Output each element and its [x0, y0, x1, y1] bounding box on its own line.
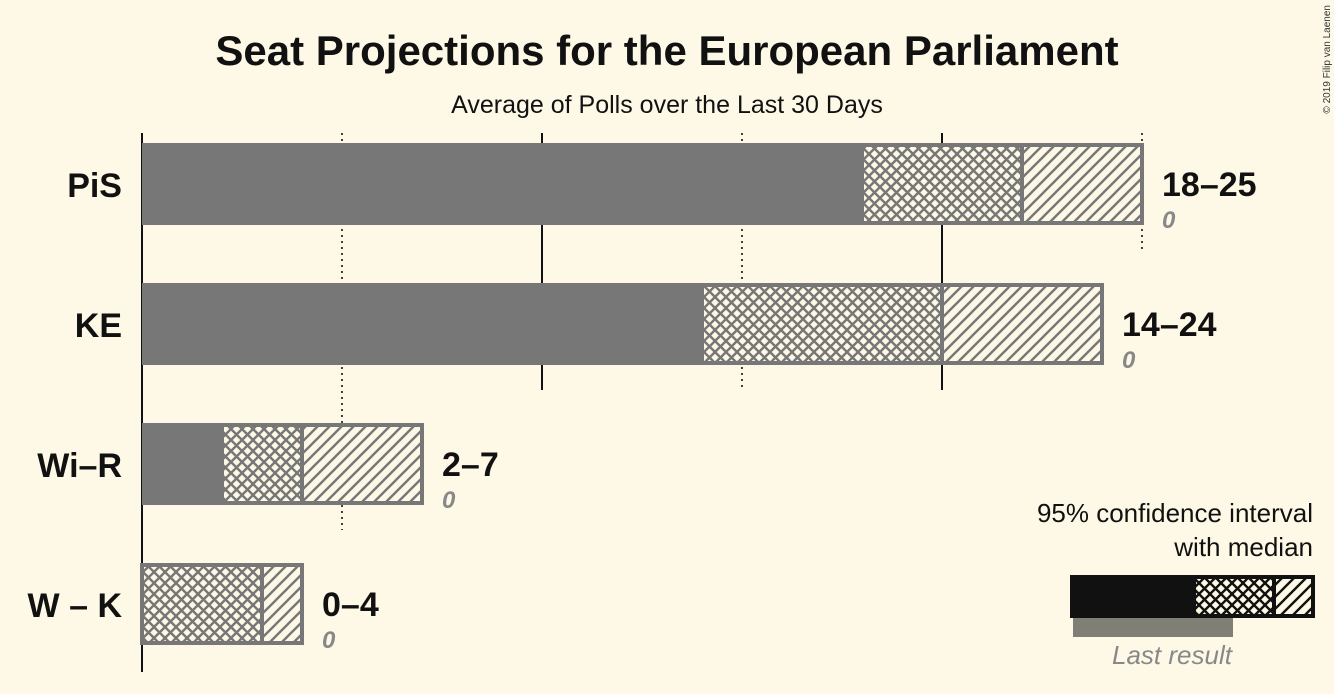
row-2-last-result-label: 0 — [442, 487, 456, 514]
row-1-party-label: KE — [75, 307, 122, 345]
row-1-range-label: 14–24 — [1122, 306, 1217, 344]
legend-ci-line2: with median — [1173, 532, 1313, 562]
row-0-last-result-label: 0 — [1162, 207, 1176, 234]
row-0-party-label: PiS — [67, 167, 122, 205]
row-3-cross-hatch-bar — [140, 563, 264, 645]
chart-title: Seat Projections for the European Parlia… — [215, 27, 1118, 74]
row-3-range-label: 0–4 — [322, 586, 379, 624]
chart-subtitle: Average of Polls over the Last 30 Days — [451, 91, 883, 119]
row-0-cross-hatch-bar — [860, 143, 1024, 225]
row-3-party-label: W – K — [28, 587, 123, 625]
row-3-last-result-label: 0 — [322, 627, 336, 654]
row-1-solid-bar — [142, 283, 702, 365]
legend-cross-hatch — [1192, 575, 1276, 618]
legend: 95% confidence interval with median Last… — [1037, 498, 1315, 670]
labels-group: PiS 18–25 0 KE 14–24 0 Wi–R 2–7 0 W – K 0–4 0 — [28, 166, 1257, 654]
row-0-diagonal-hatch-bar — [1020, 143, 1144, 225]
row-2-cross-hatch-bar — [220, 423, 304, 505]
copyright-text: © 2019 Filip van Laenen — [1322, 5, 1333, 114]
legend-last-result-bar — [1073, 618, 1233, 637]
row-3-diagonal-hatch-bar — [260, 563, 304, 645]
legend-diagonal-hatch — [1272, 575, 1315, 618]
row-1-diagonal-hatch-bar — [940, 283, 1104, 365]
legend-last-result-label: Last result — [1112, 640, 1234, 670]
row-1-cross-hatch-bar — [700, 283, 944, 365]
row-1-last-result-label: 0 — [1122, 347, 1136, 374]
row-2-party-label: Wi–R — [37, 447, 122, 485]
row-0-range-label: 18–25 — [1162, 166, 1257, 204]
row-2-range-label: 2–7 — [442, 446, 499, 484]
bars-group — [140, 143, 1144, 645]
legend-ci-line1: 95% confidence interval — [1037, 498, 1313, 528]
row-2-diagonal-hatch-bar — [300, 423, 424, 505]
row-0-solid-bar — [142, 143, 862, 225]
row-2-solid-bar — [142, 423, 222, 505]
legend-median-bar — [1070, 575, 1194, 618]
